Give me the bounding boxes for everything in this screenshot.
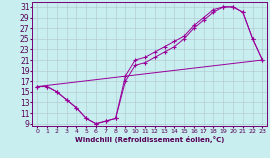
X-axis label: Windchill (Refroidissement éolien,°C): Windchill (Refroidissement éolien,°C) [75,136,225,143]
